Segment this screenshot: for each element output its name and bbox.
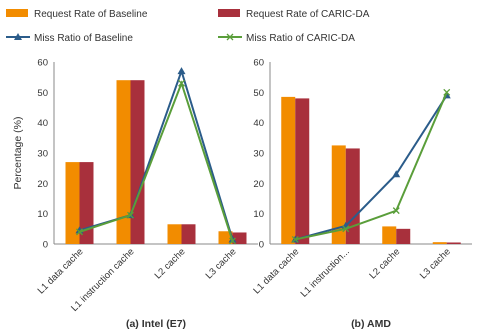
legend-marker-2 [14,33,22,40]
line-baseline [294,94,448,241]
bar-baseline-1 [116,80,131,244]
y-tick-label: 40 [253,118,264,129]
panel-intel: 0 10 20 30 40 50 60 Percentage (%) L1 data cache… [12,58,258,330]
y-tick-label: 10 [37,209,48,220]
legend-label-2: Miss Ratio of Baseline [34,33,133,44]
y-tick-label: 20 [253,179,264,190]
y-tick-label: 0 [259,240,264,251]
y-tick-label: 20 [37,179,48,190]
bar-caric-da-0 [295,98,310,245]
y-tick-label: 50 [253,88,264,99]
point-caric-da-0 [291,235,299,243]
legend-swatch-0 [6,9,28,17]
point-caric-da-3 [443,88,451,96]
y-axis-label: Percentage (%) [12,117,24,190]
point-baseline-2 [177,67,186,75]
legend-marker-3 [226,33,234,41]
bar-caric-da-3 [232,232,247,244]
point-caric-da-1 [127,211,134,219]
y-tick-label: 40 [37,118,48,129]
bar-baseline-3 [218,231,233,244]
point-caric-da-0 [76,228,83,236]
bar-caric-da-0 [79,162,94,244]
point-baseline-2 [392,170,401,178]
bar-caric-da-2 [396,228,411,244]
legend-label-0: Request Rate of Baseline [34,9,148,20]
legend: Request Rate of Baseline Request Rate of … [6,9,370,44]
legend-swatch-1 [218,9,240,17]
line-baseline [79,67,234,240]
legend-label-1: Request Rate of CARIC-DA [246,9,370,20]
y-tick-label: 50 [37,88,48,99]
point-caric-da-2 [178,79,185,87]
x-tick-label-3: L3 cache [418,246,453,281]
y-tick-label: 60 [253,58,264,69]
point-caric-da-2 [392,207,400,215]
bar-caric-da-1 [345,148,360,244]
point-caric-da-1 [342,225,350,233]
bar-caric-da-1 [130,80,145,244]
point-caric-da-3 [229,237,236,245]
x-tick-label-2: L2 cache [153,246,188,281]
bar-caric-da-3 [446,242,461,244]
x-tick-label-0: L1 data cache [251,246,301,296]
y-tick-label: 30 [253,149,264,160]
x-tick-label-2: L2 cache [367,246,402,281]
bar-baseline-2 [167,224,182,244]
bar-caric-da-2 [181,224,196,244]
panel-title: (b) AMD [351,318,391,330]
y-tick-label: 60 [37,58,48,69]
y-tick-label: 0 [43,240,48,251]
y-tick-label: 10 [253,209,264,220]
x-tick-label-3: L3 cache [204,246,239,281]
bar-baseline-0 [281,96,296,244]
bar-baseline-0 [65,162,80,244]
y-tick-label: 30 [37,149,48,160]
panel-title: (a) Intel (E7) [126,318,186,330]
bar-baseline-1 [331,145,346,244]
x-tick-label-0: L1 data cache [36,246,86,296]
x-tick-label-1: L1 instruction... [299,246,352,299]
line-caric-da [295,91,448,241]
legend-label-3: Miss Ratio of CARIC-DA [246,33,355,44]
bar-baseline-2 [382,226,397,244]
bar-baseline-3 [432,242,447,244]
line-caric-da [79,80,234,242]
